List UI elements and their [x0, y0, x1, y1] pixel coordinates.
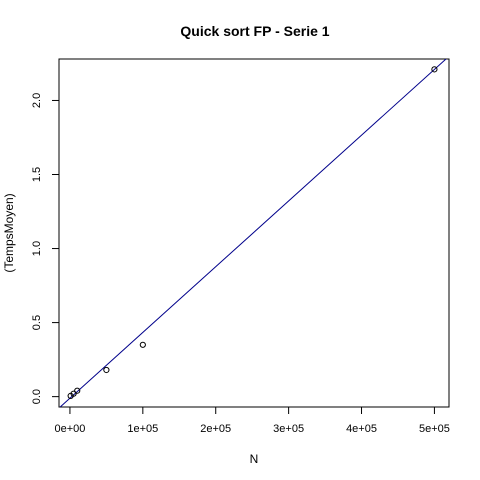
data-point: [70, 390, 77, 397]
data-point: [74, 387, 81, 394]
data-point: [431, 66, 438, 73]
x-tick-label: 0e+00: [54, 423, 85, 435]
fit-line: [59, 59, 447, 407]
x-axis-label: N: [250, 452, 259, 466]
y-axis-label: (TempsMoyen): [2, 193, 16, 272]
x-tick-label: 5e+05: [419, 423, 450, 435]
x-tick-label: 4e+05: [346, 423, 377, 435]
x-tick-label: 3e+05: [273, 423, 304, 435]
data-point: [139, 341, 146, 348]
y-tick-label: 0.0: [31, 389, 43, 404]
x-tick-label: 1e+05: [127, 423, 158, 435]
fit-line-layer: [59, 59, 447, 407]
x-tick-label: 2e+05: [200, 423, 231, 435]
x-axis: 0e+00 1e+05 2e+05 3e+05 4e+05 5e+05: [54, 406, 450, 435]
chart-title: Quick sort FP - Serie 1: [180, 23, 329, 39]
data-point: [103, 366, 110, 374]
data-points: [67, 66, 438, 399]
y-tick-label: 0.5: [31, 315, 43, 330]
y-tick-label: 1.0: [31, 241, 43, 256]
y-tick-label: 2.0: [31, 93, 43, 108]
y-tick-label: 1.5: [31, 167, 43, 182]
y-axis: 0.0 0.5 1.0 1.5 2.0: [31, 93, 60, 404]
